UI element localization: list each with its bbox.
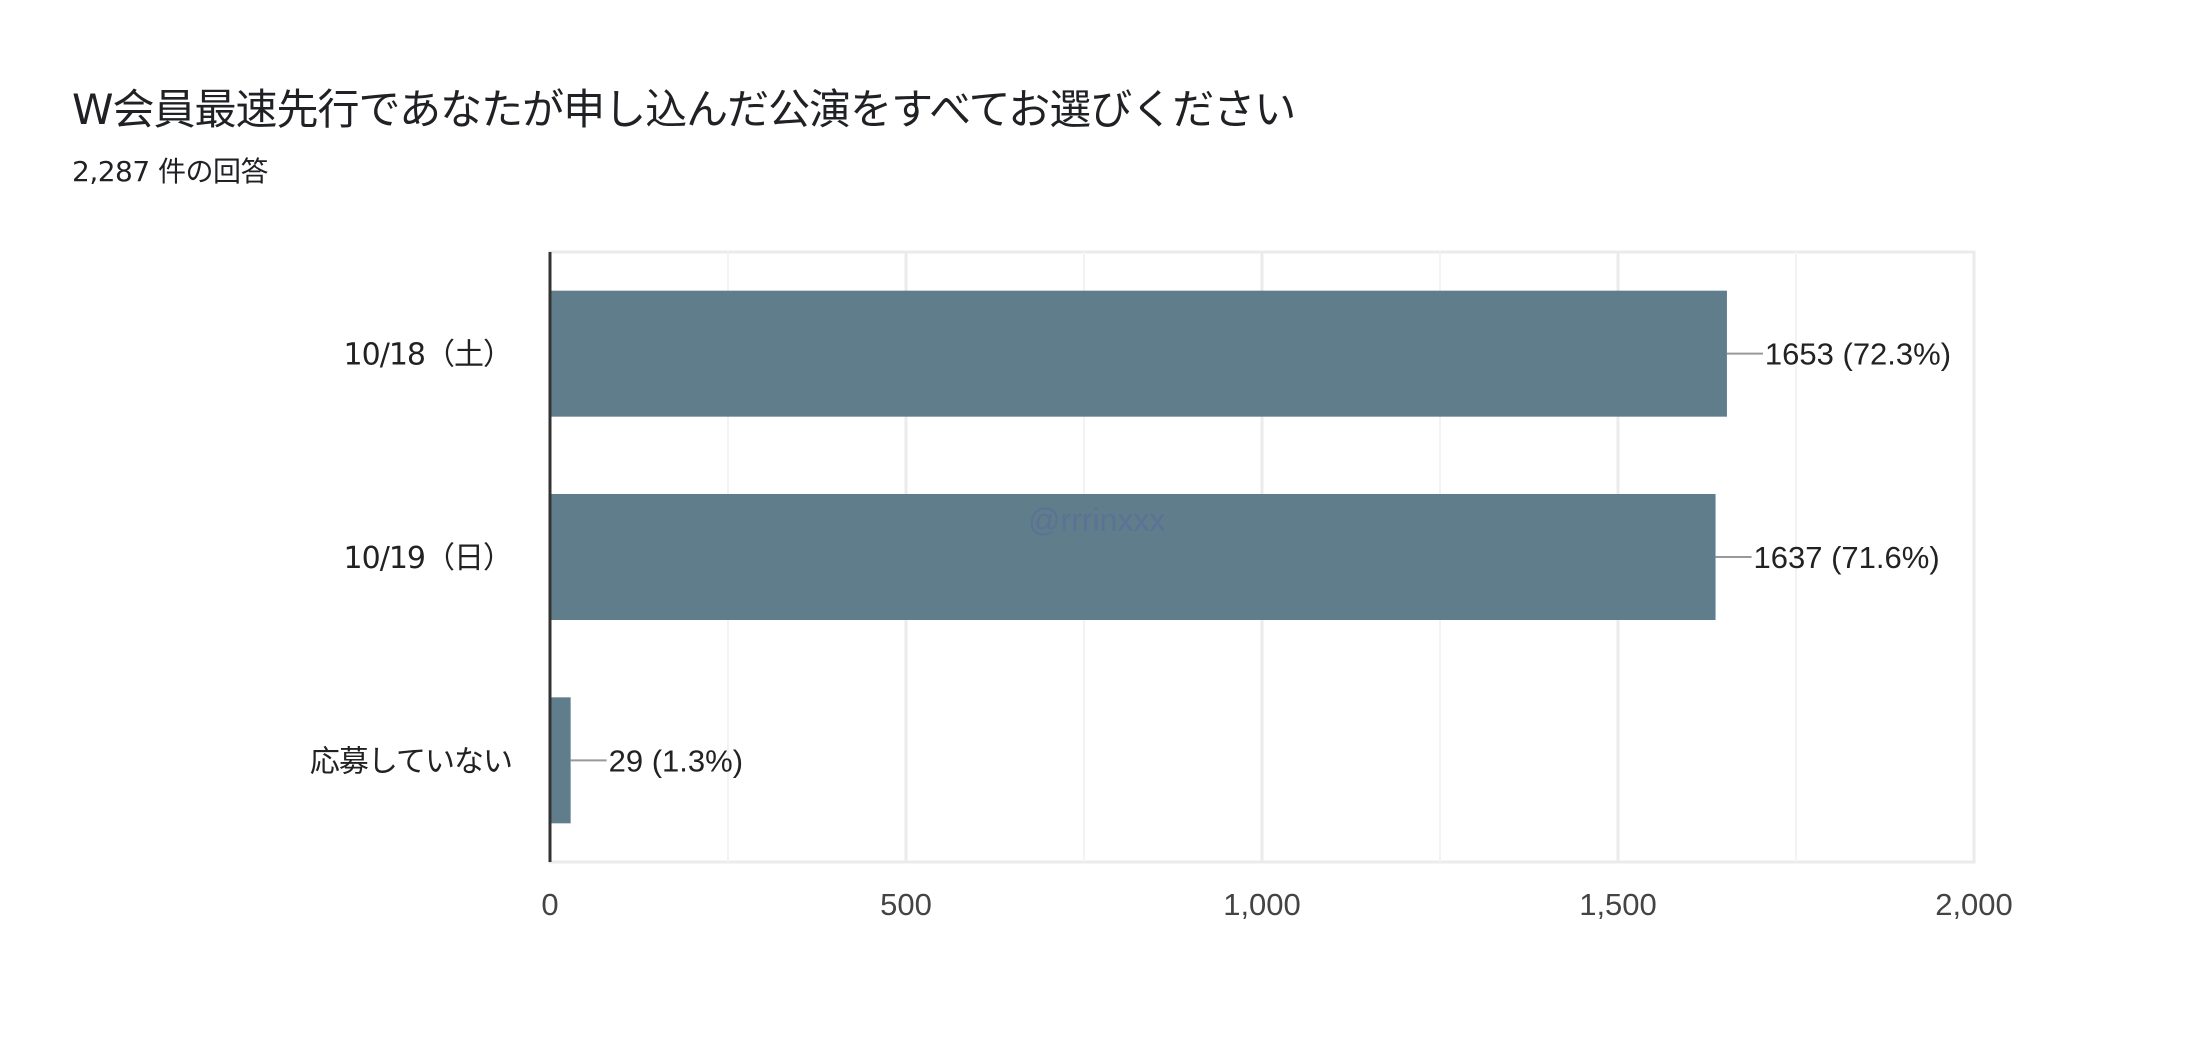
bar (550, 494, 1716, 620)
x-tick-label: 2,000 (1935, 887, 2013, 922)
data-label: 1637 (71.6%) (1754, 540, 1940, 575)
x-tick-label: 500 (880, 887, 932, 922)
data-label: 1653 (72.3%) (1765, 337, 1951, 372)
response-count: 2,287 件の回答 (72, 155, 269, 188)
x-tick-label: 1,000 (1223, 887, 1301, 922)
watermark: @rrrinxxx (1028, 502, 1165, 538)
category-label: 応募していない (310, 744, 512, 779)
bar (550, 697, 571, 824)
x-tick-label: 0 (541, 887, 558, 922)
category-label: 10/19（日） (344, 541, 512, 576)
x-tick-label: 1,500 (1579, 887, 1657, 922)
chart-title: W会員最速先行であなたが申し込んだ公演をすべてお選びください (72, 85, 1296, 134)
category-label: 10/18（土） (344, 338, 512, 373)
bar (550, 290, 1727, 417)
data-label: 29 (1.3%) (609, 743, 743, 778)
